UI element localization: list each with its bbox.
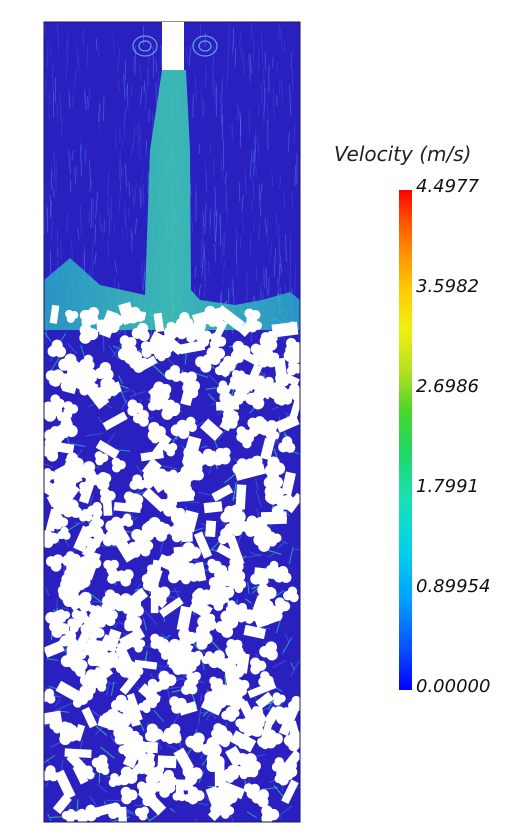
colorbar-tick-label: 2.6986 bbox=[416, 376, 479, 397]
colorbar-tick-label: 1.7991 bbox=[416, 476, 479, 497]
inlet-nozzle bbox=[162, 22, 184, 70]
inlet-jet bbox=[44, 70, 300, 330]
simulation-domain bbox=[44, 22, 300, 822]
legend-title: Velocity (m/s) bbox=[334, 142, 472, 166]
colorbar-tick-label: 3.5982 bbox=[416, 276, 479, 297]
colorbar-tick-label: 0.00000 bbox=[416, 676, 491, 697]
colorbar-tick-label: 4.4977 bbox=[416, 176, 479, 197]
colorbar-tick-label: 0.89954 bbox=[416, 576, 491, 597]
colorbar bbox=[399, 190, 412, 690]
particle-bed bbox=[44, 301, 300, 822]
inlet-vortices bbox=[132, 35, 218, 57]
